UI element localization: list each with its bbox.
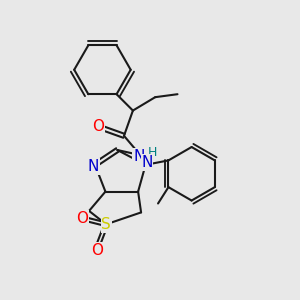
Text: N: N	[141, 155, 153, 170]
Text: S: S	[101, 217, 111, 232]
Text: O: O	[76, 211, 88, 226]
Text: H: H	[148, 146, 158, 159]
Text: N: N	[88, 159, 99, 174]
Text: N: N	[133, 149, 145, 164]
Text: O: O	[91, 243, 103, 258]
Text: O: O	[92, 119, 104, 134]
